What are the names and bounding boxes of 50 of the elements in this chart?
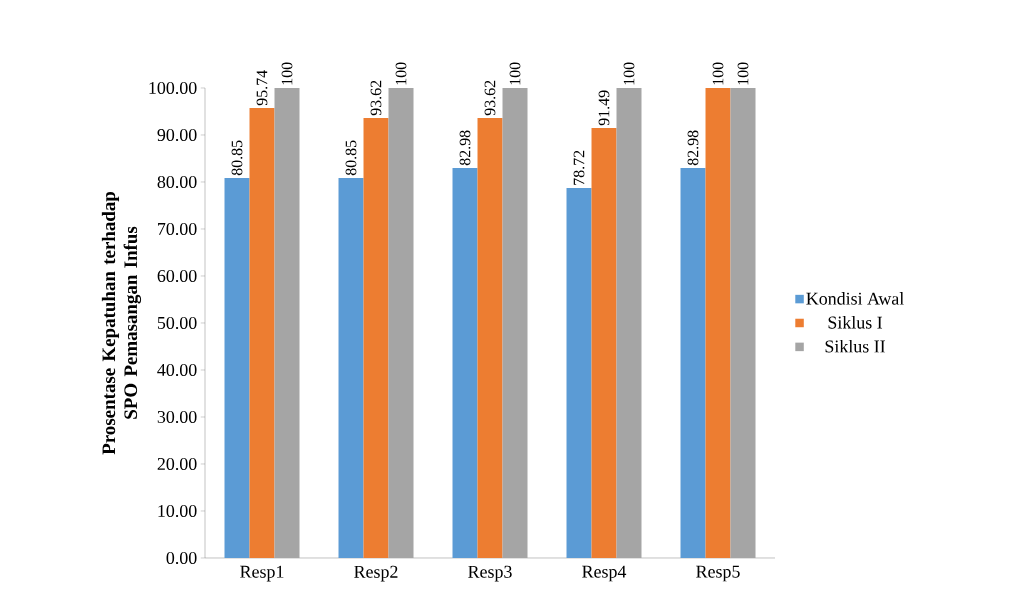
bar	[363, 117, 389, 558]
y-tick-label: 100.00	[149, 81, 197, 95]
data-label: 78.72	[573, 150, 585, 185]
y-axis-title: Prosentase Kepatuhan terhadap SPO Pemasangan Infus	[101, 191, 142, 455]
bar	[730, 87, 756, 558]
bar	[502, 87, 528, 558]
bar	[705, 87, 731, 558]
data-label: 93.62	[370, 80, 382, 116]
bar	[452, 167, 478, 558]
y-tick-label: 20.00	[157, 457, 197, 471]
data-label: 95.74	[256, 70, 268, 106]
y-tick-label: 30.00	[157, 410, 197, 424]
data-label: 100	[712, 62, 724, 85]
legend-label: Siklus II	[825, 339, 886, 353]
data-label: 100	[737, 62, 749, 85]
y-tick-label: 60.00	[157, 269, 197, 283]
bar	[249, 108, 275, 558]
bar	[338, 177, 364, 558]
data-label: 91.49	[598, 90, 610, 126]
data-label: 100	[509, 62, 521, 85]
bar	[388, 87, 414, 558]
data-label: 80.85	[345, 140, 357, 176]
x-tick-label: Resp5	[696, 565, 740, 582]
y-tick-label: 70.00	[158, 222, 197, 236]
x-tick-label: Resp2	[354, 565, 398, 582]
y-tick-label: 0.00	[166, 551, 197, 565]
legend-label: Siklus I	[828, 316, 883, 329]
data-label: 100	[395, 62, 407, 85]
y-tick-label: 90.00	[157, 128, 197, 142]
y-tick-label: 40.00	[157, 363, 197, 377]
bar	[477, 117, 503, 558]
data-label: 82.98	[687, 130, 699, 166]
data-label: 100	[623, 62, 635, 85]
data-label: 82.98	[459, 130, 471, 166]
x-tick-label: Resp1	[240, 565, 284, 582]
y-tick-label: 10.00	[158, 504, 197, 518]
y-tick-label: 80.00	[157, 175, 197, 189]
data-label: 100	[281, 62, 293, 85]
data-label: 93.62	[484, 80, 496, 116]
x-tick-label: Resp3	[468, 565, 512, 582]
y-tick-label: 50.00	[157, 316, 197, 330]
data-label: 80.85	[231, 140, 243, 176]
bar	[616, 87, 642, 558]
bar	[274, 87, 300, 558]
bar	[224, 177, 250, 558]
bar	[566, 188, 592, 558]
bar	[680, 167, 706, 558]
legend-label: Kondisi Awal	[806, 292, 904, 305]
bar	[591, 127, 617, 558]
x-tick-label: Resp4	[582, 565, 627, 582]
